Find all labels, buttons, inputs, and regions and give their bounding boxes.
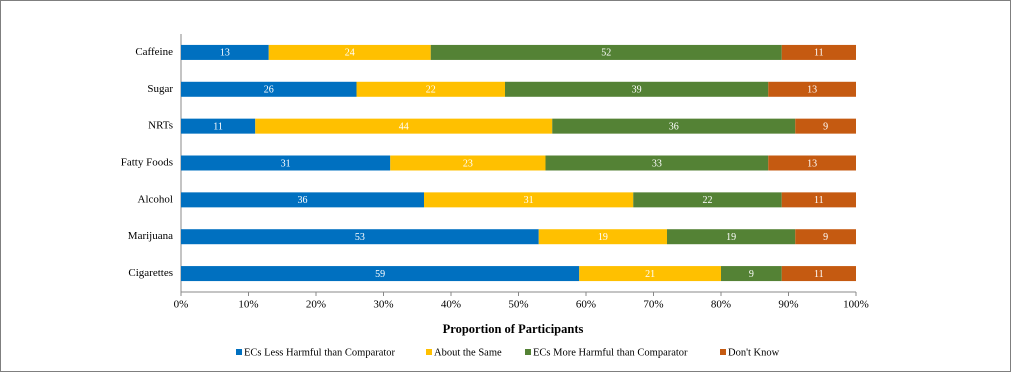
data-label: 13 <box>220 48 230 59</box>
y-tick-label: NRTs <box>148 120 173 132</box>
data-label: 13 <box>807 158 817 169</box>
x-tick-label: 40% <box>441 299 461 311</box>
x-tick-label: 20% <box>306 299 326 311</box>
bar-segment <box>795 229 856 245</box>
data-label: 9 <box>749 269 754 280</box>
data-label: 19 <box>726 232 736 243</box>
data-label: 24 <box>345 48 355 59</box>
bar-segment <box>181 192 424 208</box>
data-label: 13 <box>807 85 817 96</box>
bar-segment <box>430 44 782 60</box>
x-axis-label: Proportion of Participants <box>443 322 584 336</box>
x-tick-label: 10% <box>238 299 258 311</box>
bar-segment <box>721 266 782 282</box>
data-label: 11 <box>814 48 824 59</box>
bar-segment <box>181 155 391 171</box>
bar-segment <box>268 44 431 60</box>
legend-swatch <box>426 349 432 355</box>
bar-segment <box>356 81 505 97</box>
x-tick-label: 80% <box>711 299 731 311</box>
legend-swatch <box>236 349 242 355</box>
bar-segment <box>181 44 269 60</box>
data-label: 36 <box>669 121 679 132</box>
x-tick-label: 30% <box>373 299 393 311</box>
data-label: 36 <box>298 195 308 206</box>
x-tick-label: 0% <box>174 299 189 311</box>
bar-segment <box>390 155 546 171</box>
y-tick-label: Sugar <box>147 83 173 95</box>
bar-segment <box>781 192 856 208</box>
legend-label: ECs More Harmful than Comparator <box>533 347 688 358</box>
data-label: 19 <box>598 232 608 243</box>
x-tick-label: 60% <box>576 299 596 311</box>
bar-segment <box>781 266 856 282</box>
data-label: 52 <box>601 48 611 59</box>
bar-segment <box>552 118 796 134</box>
bar-segment <box>795 118 856 134</box>
bar-segment <box>424 192 634 208</box>
data-label: 31 <box>524 195 534 206</box>
bar-segment <box>538 229 667 245</box>
bar-segment <box>255 118 553 134</box>
data-label: 44 <box>399 121 409 132</box>
legend-label: ECs Less Harmful than Comparator <box>244 347 396 358</box>
x-tick-label: 90% <box>778 299 798 311</box>
legend-swatch <box>720 349 726 355</box>
data-label: 39 <box>632 85 642 96</box>
data-label: 21 <box>645 269 655 280</box>
y-tick-label: Cigarettes <box>128 267 173 279</box>
bar-segment <box>667 229 796 245</box>
data-label: 23 <box>463 158 473 169</box>
bar-segment <box>781 44 856 60</box>
data-label: 33 <box>652 158 662 169</box>
legend-label: Don't Know <box>728 347 780 358</box>
bar-segment <box>181 229 539 245</box>
y-tick-label: Fatty Foods <box>121 157 173 169</box>
data-label: 59 <box>375 269 385 280</box>
bar-segment <box>505 81 769 97</box>
x-tick-label: 70% <box>643 299 663 311</box>
data-label: 11 <box>814 195 824 206</box>
data-label: 9 <box>823 121 828 132</box>
x-tick-label: 50% <box>508 299 528 311</box>
legend-label: About the Same <box>434 347 502 358</box>
data-label: 53 <box>355 232 365 243</box>
y-tick-label: Marijuana <box>128 230 173 242</box>
bar-segment <box>181 81 357 97</box>
bar-segment <box>181 118 256 134</box>
bar-segment <box>545 155 769 171</box>
bar-segment <box>181 266 580 282</box>
data-label: 9 <box>823 232 828 243</box>
y-tick-label: Caffeine <box>135 46 173 58</box>
legend-swatch <box>525 349 531 355</box>
bar-segment <box>633 192 782 208</box>
data-label: 22 <box>703 195 713 206</box>
x-tick-label: 100% <box>843 299 869 311</box>
bar-segment <box>768 155 856 171</box>
data-label: 11 <box>814 269 824 280</box>
data-label: 11 <box>213 121 223 132</box>
bar-segment <box>579 266 721 282</box>
bar-segment <box>768 81 856 97</box>
y-tick-label: Alcohol <box>138 193 173 205</box>
data-label: 22 <box>426 85 436 96</box>
data-label: 31 <box>281 158 291 169</box>
data-label: 26 <box>264 85 274 96</box>
